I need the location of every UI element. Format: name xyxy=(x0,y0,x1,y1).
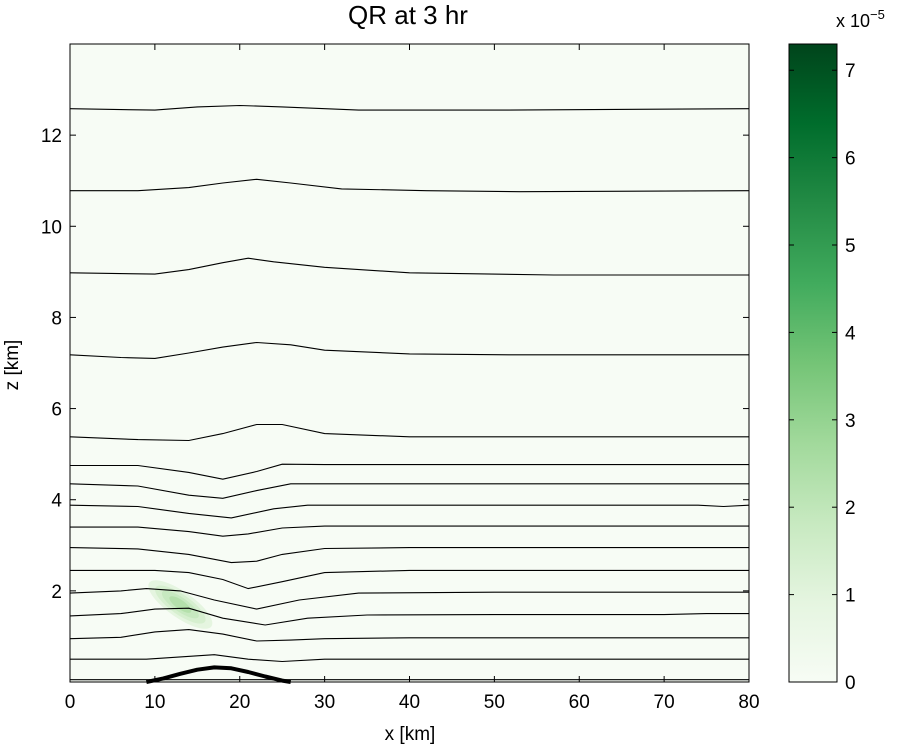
x-tick-label: 10 xyxy=(144,692,165,713)
isentrope-7 xyxy=(70,525,749,537)
x-axis-label: x [km] xyxy=(385,724,436,745)
colorbar-tick-label: 3 xyxy=(845,411,856,432)
isentrope-13 xyxy=(69,257,749,276)
isentrope-3 xyxy=(69,607,749,626)
colorbar-tick-label: 2 xyxy=(845,498,856,519)
y-axis-label: z [km] xyxy=(2,340,23,391)
y-tick-label: 6 xyxy=(51,400,62,421)
y-tick-label: 8 xyxy=(51,308,62,329)
colorbar-tick-label: 0 xyxy=(845,673,856,694)
isentrope-6 xyxy=(69,547,749,564)
x-tick-label: 0 xyxy=(65,692,76,713)
x-tick-label: 30 xyxy=(314,692,335,713)
isentrope-11 xyxy=(69,423,749,442)
isentrope-9 xyxy=(69,483,749,499)
isentrope-4 xyxy=(69,588,749,610)
x-tick-label: 50 xyxy=(484,692,505,713)
isentrope-12 xyxy=(69,341,749,359)
colorbar-tick-label: 1 xyxy=(845,586,856,607)
y-tick-label: 12 xyxy=(41,126,62,147)
isentrope-2 xyxy=(69,629,749,642)
chart-title: QR at 3 hr xyxy=(348,0,468,30)
isentrope-14 xyxy=(70,178,750,193)
colorbar-exponent: x 10−5 xyxy=(836,7,885,31)
colorbar xyxy=(788,43,838,683)
colorbar-ticks: 0 1 2 3 4 5 6 7 xyxy=(789,61,856,694)
terrain-line xyxy=(145,665,292,684)
colorbar-tick-label: 7 xyxy=(845,61,856,82)
x-axis: 0 10 20 30 40 50 60 70 80 xyxy=(65,44,760,713)
y-tick-label: 2 xyxy=(51,582,62,603)
x-tick-label: 40 xyxy=(399,692,420,713)
rain-field xyxy=(148,580,213,629)
colorbar-tick-label: 4 xyxy=(845,323,856,344)
colorbar-tick-label: 6 xyxy=(845,149,856,170)
x-tick-label: 80 xyxy=(738,692,759,713)
plot-background xyxy=(70,44,749,682)
isentrope-10 xyxy=(70,463,749,480)
x-tick-label: 60 xyxy=(569,692,590,713)
isentrope-15 xyxy=(69,104,750,111)
isentrope-5 xyxy=(70,569,749,590)
terrain-outline xyxy=(145,665,292,684)
colorbar-tick-label: 5 xyxy=(845,236,856,257)
x-tick-label: 20 xyxy=(229,692,250,713)
y-tick-label: 10 xyxy=(41,217,62,238)
y-tick-label: 4 xyxy=(51,491,62,512)
isentrope-8 xyxy=(69,504,750,519)
y-axis: 2 4 6 8 10 12 xyxy=(41,126,749,603)
isentrope-contours xyxy=(69,104,750,681)
isentrope-1 xyxy=(70,654,749,663)
x-tick-label: 70 xyxy=(654,692,675,713)
